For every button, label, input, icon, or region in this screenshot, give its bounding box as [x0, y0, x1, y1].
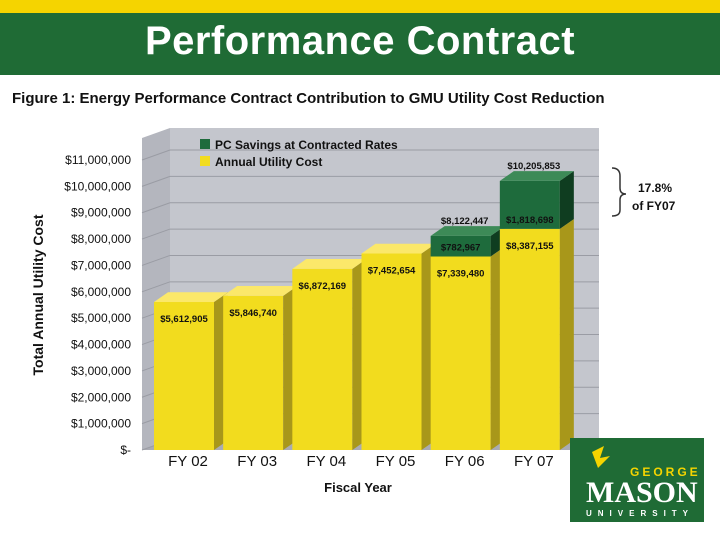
- x-tick-label: FY 06: [445, 453, 485, 470]
- legend-swatch-savings: [200, 139, 210, 149]
- data-label-savings: $782,967: [441, 243, 481, 254]
- x-tick-label: FY 02: [168, 453, 208, 470]
- data-label-utility: $7,339,480: [437, 269, 485, 280]
- y-tick-label: $10,000,000: [64, 179, 131, 193]
- bar-utility-cost-top: [154, 292, 228, 303]
- gmu-logo-mark: GEORGE MASON UNIVERSITY: [586, 446, 701, 518]
- annotation-percent: 17.8%: [638, 181, 672, 195]
- legend-swatch-utility: [200, 156, 210, 166]
- x-axis-title: Fiscal Year: [324, 480, 392, 495]
- bar-utility-cost-top: [223, 286, 298, 296]
- title-bar: Performance Contract: [0, 13, 720, 75]
- bar-utility-cost-front: [361, 253, 422, 450]
- legend-label-utility: Annual Utility Cost: [215, 155, 322, 169]
- bar-utility-cost-front: [223, 295, 284, 450]
- y-tick-label: $11,000,000: [65, 153, 131, 167]
- legend-label-savings: PC Savings at Contracted Rates: [215, 138, 398, 152]
- figure-caption: Figure 1: Energy Performance Contract Co…: [12, 90, 605, 107]
- gridline-side: [141, 175, 171, 187]
- y-tick-label: $-: [120, 443, 131, 457]
- gridline-side: [141, 228, 171, 240]
- savings-brace: [611, 167, 627, 217]
- logo-george: GEORGE: [630, 465, 701, 479]
- logo-flame-icon: [592, 446, 610, 468]
- gridline-side: [141, 149, 171, 161]
- data-label-utility: $8,387,155: [506, 241, 554, 252]
- gridline-side: [141, 202, 171, 214]
- logo-university: UNIVERSITY: [586, 509, 694, 518]
- annotation-of: of FY07: [632, 199, 676, 213]
- logo-mason: MASON: [586, 476, 698, 509]
- bar-utility-cost-front: [499, 228, 560, 450]
- gridline-side: [141, 254, 171, 266]
- data-label-savings: $1,818,698: [506, 215, 554, 226]
- bar-pc-savings-top: [430, 226, 505, 236]
- bar-utility-cost-front: [430, 256, 491, 450]
- y-tick-label: $7,000,000: [71, 258, 131, 272]
- top-stripe: [0, 0, 720, 13]
- y-tick-label: $5,000,000: [71, 311, 131, 325]
- bar-utility-cost: [361, 243, 436, 450]
- gmu-logo: GEORGE MASON UNIVERSITY: [570, 438, 704, 522]
- bar-utility-cost: [292, 259, 367, 450]
- bar-utility-cost-top: [292, 259, 367, 269]
- y-tick-label: $6,000,000: [71, 285, 131, 299]
- x-tick-label: FY 04: [306, 453, 346, 470]
- y-tick-label: $4,000,000: [71, 338, 131, 352]
- y-tick-label: $3,000,000: [71, 364, 131, 378]
- bar-pc-savings-front: [499, 180, 560, 229]
- bar-pc-savings-front: [430, 235, 491, 257]
- data-label-total: $10,205,853: [507, 161, 560, 172]
- bar-utility-cost: [154, 292, 228, 450]
- page-title: Performance Contract: [144, 19, 576, 63]
- data-label-utility: $6,872,169: [299, 281, 347, 292]
- y-tick-label: $9,000,000: [71, 206, 131, 220]
- data-label-utility: $5,612,905: [160, 314, 208, 325]
- x-tick-label: FY 05: [376, 453, 416, 470]
- bar-pc-savings: [499, 171, 574, 229]
- x-tick-label: FY 03: [237, 453, 277, 470]
- y-tick-label: $8,000,000: [71, 232, 131, 246]
- y-axis-title: Total Annual Utility Cost: [30, 214, 46, 375]
- data-label-utility: $7,452,654: [368, 266, 416, 277]
- x-tick-label: FY 07: [514, 453, 554, 470]
- y-tick-label: $2,000,000: [71, 390, 131, 404]
- bar-utility-cost-top: [361, 243, 436, 254]
- bar-pc-savings-top: [499, 171, 574, 181]
- gridline-side: [141, 281, 171, 293]
- y-tick-label: $1,000,000: [71, 417, 131, 431]
- bar-utility-cost-side: [559, 219, 574, 450]
- bar-pc-savings-side: [559, 171, 574, 229]
- bar-utility-cost-front: [154, 302, 214, 450]
- data-label-total: $8,122,447: [441, 216, 489, 227]
- bar-utility-cost-front: [292, 268, 353, 450]
- bar-utility-cost: [499, 219, 574, 450]
- data-label-utility: $5,846,740: [229, 308, 277, 319]
